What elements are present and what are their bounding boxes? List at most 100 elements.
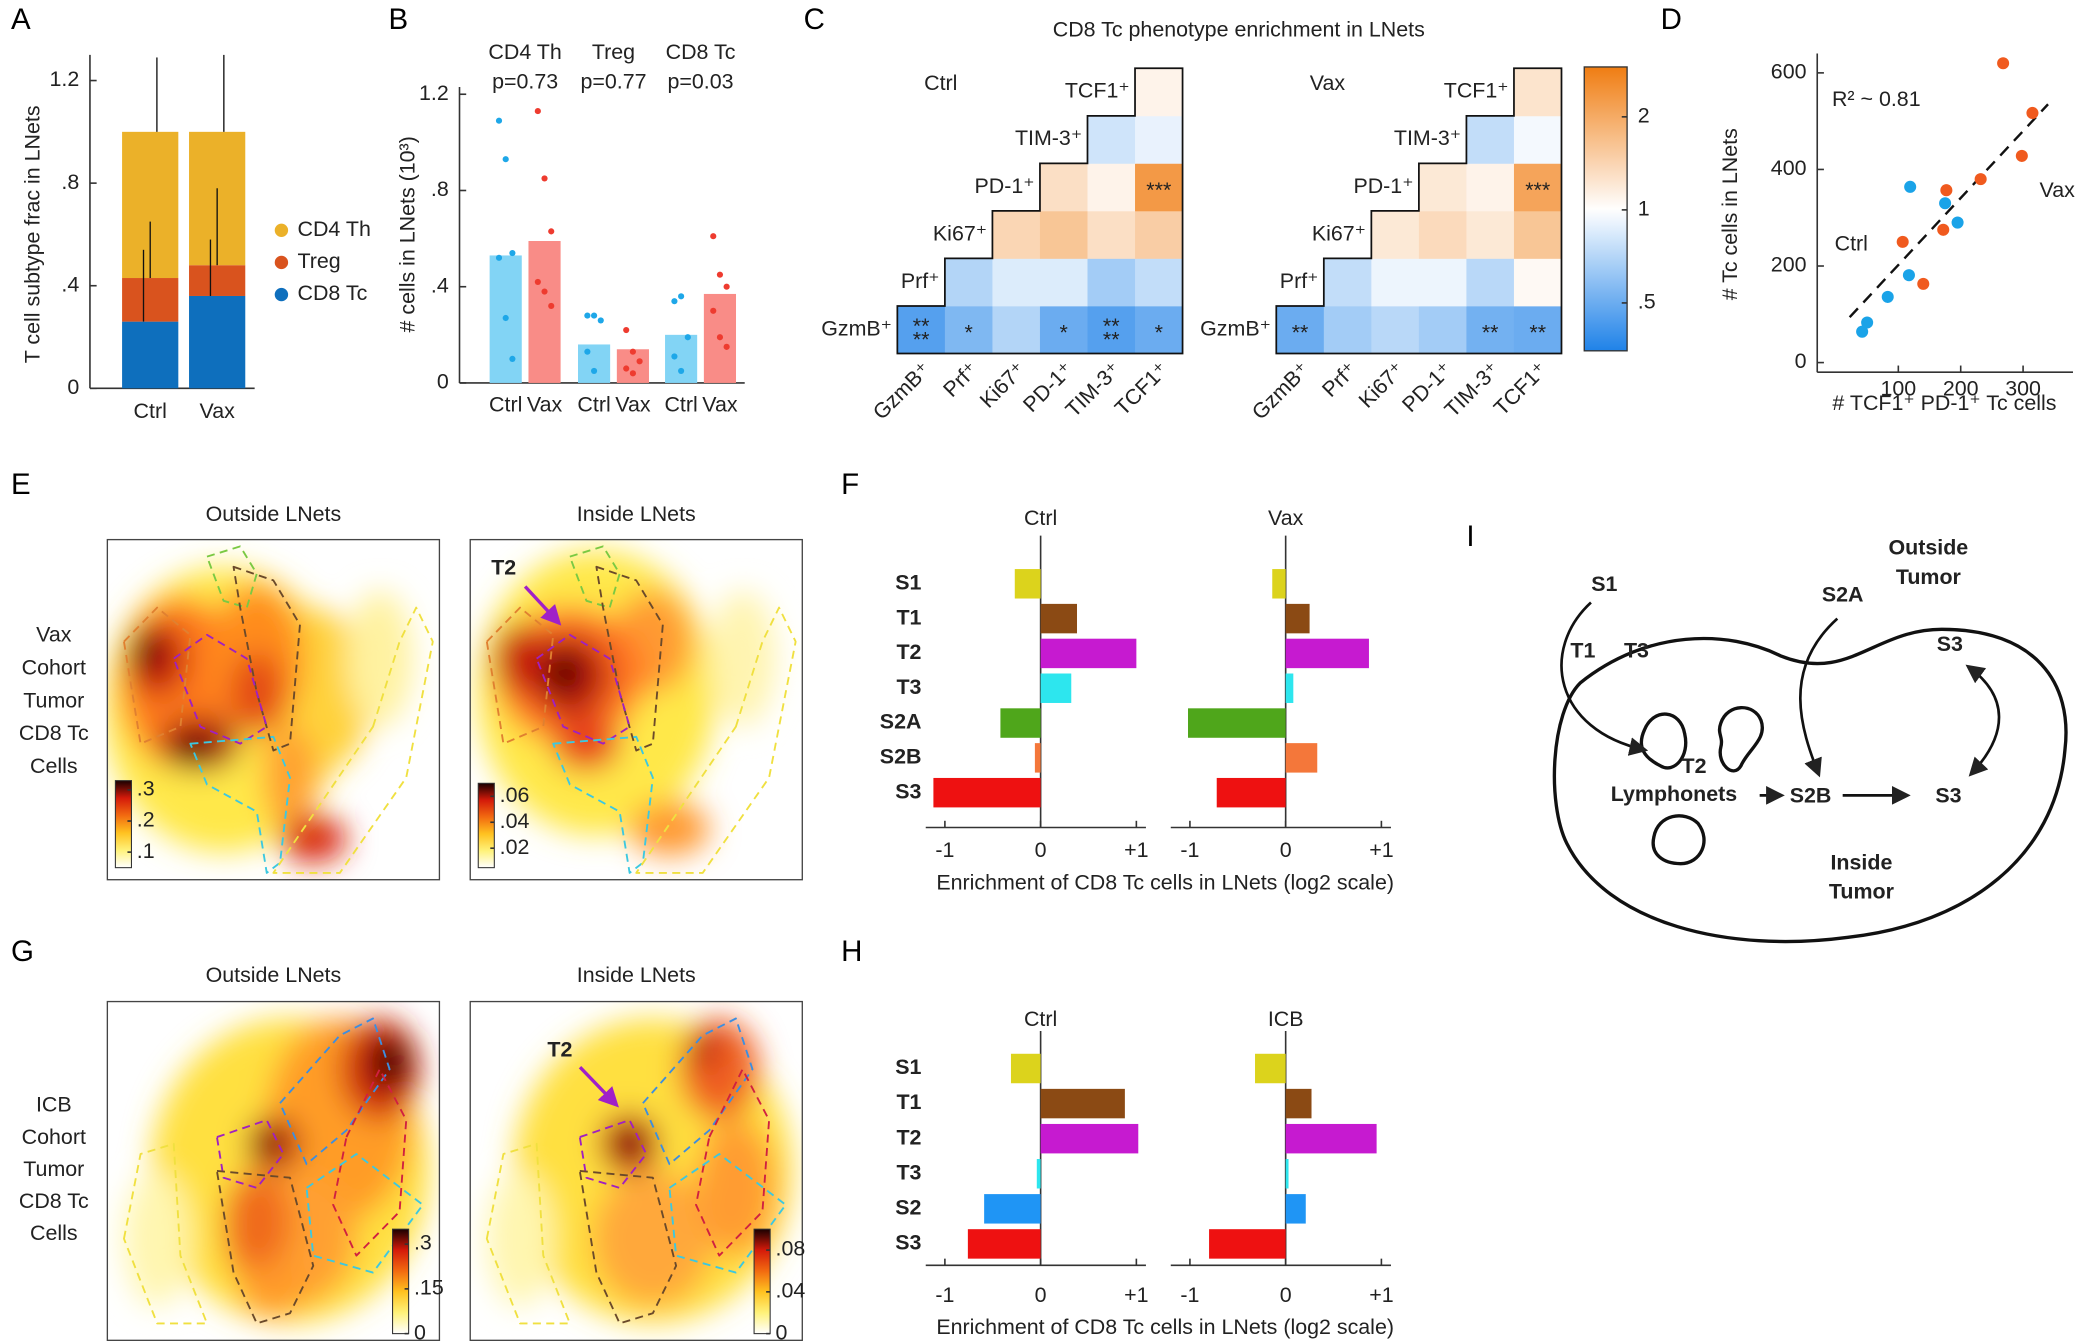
- state-contour: [332, 1068, 408, 1257]
- significance-line: **: [1482, 320, 1499, 344]
- bar: [528, 241, 561, 383]
- state-contour: [172, 633, 268, 745]
- map-frame: [469, 538, 803, 881]
- x-tick-label: -1: [1180, 838, 1199, 862]
- y-tick-label: .4: [431, 273, 449, 297]
- data-point: [1896, 235, 1909, 248]
- diagram-shapes: [1552, 601, 2068, 944]
- panel-letter: B: [389, 3, 409, 36]
- map-frame: [469, 1000, 803, 1341]
- data-point: [1902, 269, 1915, 282]
- bar: [665, 334, 698, 383]
- colorbar-tick-label: .04: [776, 1279, 806, 1303]
- data-point: [541, 288, 548, 295]
- panel-letter: I: [1466, 520, 1474, 553]
- data-point: [1940, 184, 1953, 197]
- density-map: [485, 1017, 793, 1325]
- series-label: Vax: [2040, 178, 2076, 202]
- density-blob: [696, 1120, 776, 1256]
- x-tick-label: -1: [1180, 1283, 1199, 1307]
- bar: [1285, 1159, 1289, 1189]
- heatmap-cell: [944, 258, 993, 307]
- row-label: ICB: [36, 1093, 72, 1117]
- category-label: T1: [896, 1090, 921, 1114]
- bar: [1188, 708, 1286, 738]
- y-tick-label: .8: [431, 177, 449, 201]
- significance: *: [964, 320, 972, 344]
- heatmap-cell: [1135, 258, 1183, 307]
- x-tick-label: 0: [1035, 1283, 1047, 1307]
- bar: [1040, 603, 1078, 634]
- annotation: T2: [547, 1038, 572, 1062]
- density-blob: [629, 801, 710, 856]
- y-tick-label: 200: [1771, 253, 1807, 277]
- heatmap-cell: [1418, 163, 1467, 212]
- arrow: [1798, 617, 1839, 778]
- bar: [1285, 638, 1369, 669]
- column-label: GzmB⁺: [868, 357, 935, 424]
- category-label: S2B: [880, 745, 922, 769]
- significance: **: [1292, 320, 1309, 344]
- heatmap-cell: [1135, 68, 1183, 117]
- density-map: [476, 545, 797, 874]
- data-point: [1937, 223, 1950, 236]
- data-point: [678, 367, 685, 374]
- data-point: [584, 348, 591, 355]
- data-point: [1974, 173, 1987, 186]
- panel-letter: F: [841, 468, 859, 501]
- x-tick-label: 0: [1280, 1283, 1292, 1307]
- x-tick-label: Ctrl: [134, 399, 167, 423]
- category-label: T3: [896, 675, 921, 699]
- column-label: TCF1⁺: [1110, 357, 1173, 420]
- data-point: [548, 228, 555, 235]
- y-tick-label: 0: [437, 370, 449, 394]
- x-axis-label: Enrichment of CD8 Tc cells in LNets (log…: [936, 1315, 1394, 1339]
- x-tick-label: +1: [1369, 1283, 1393, 1307]
- state-contour: [206, 545, 258, 609]
- category-label: S3: [895, 1231, 921, 1255]
- colorbar: [392, 1228, 410, 1335]
- x-tick-label: Vax: [200, 399, 236, 423]
- significance: **: [1529, 320, 1546, 344]
- y-tick-label: 600: [1771, 60, 1807, 84]
- legend-label: CD4 Th: [297, 217, 370, 241]
- colorbar-tick-label: .3: [414, 1231, 432, 1255]
- row-label: Tumor: [23, 688, 84, 712]
- bar-segment: [189, 265, 246, 296]
- significance-line: **: [913, 327, 930, 351]
- significance: ***: [1525, 178, 1550, 202]
- data-point: [723, 343, 730, 350]
- colorbar-tick-label: .06: [500, 783, 530, 807]
- data-point: [534, 278, 541, 285]
- x-tick-label: -1: [935, 1283, 954, 1307]
- colorbar-tick-label: .15: [414, 1276, 444, 1300]
- density-blob: [256, 1133, 277, 1155]
- row-label: Cohort: [22, 1125, 86, 1149]
- state-contour: [123, 606, 192, 745]
- heatmap-cell: [1466, 163, 1515, 212]
- state-contour: [568, 545, 621, 609]
- bar: [933, 777, 1041, 808]
- row-label: TCF1⁺: [1444, 79, 1509, 103]
- heatmap-cell: [1276, 305, 1325, 354]
- significance: ** **: [1103, 314, 1120, 351]
- colorbar-tick-label: 2: [1638, 103, 1650, 127]
- series-label: Ctrl: [1835, 232, 1868, 256]
- y-tick-label: 1.2: [419, 81, 449, 105]
- heatmap-cell: [1039, 163, 1088, 212]
- data-point: [502, 314, 509, 322]
- bar: [1040, 1123, 1139, 1154]
- data-point: [723, 283, 730, 290]
- significance-line: ***: [1146, 178, 1171, 202]
- data-point: [629, 370, 636, 377]
- column-label: TCF1⁺: [1489, 357, 1552, 420]
- bar: [1000, 708, 1041, 738]
- heatmap-cell: [1466, 258, 1515, 307]
- colorbar: [753, 1228, 771, 1335]
- heatmap-cell: [1323, 305, 1372, 354]
- map-title: Outside LNets: [206, 963, 342, 987]
- x-axis-label: # TCF1⁺ PD-1⁺ Tc cells: [1832, 391, 2056, 415]
- x-tick-label: -1: [935, 838, 954, 862]
- column-label: TIM-3⁺: [1061, 357, 1125, 421]
